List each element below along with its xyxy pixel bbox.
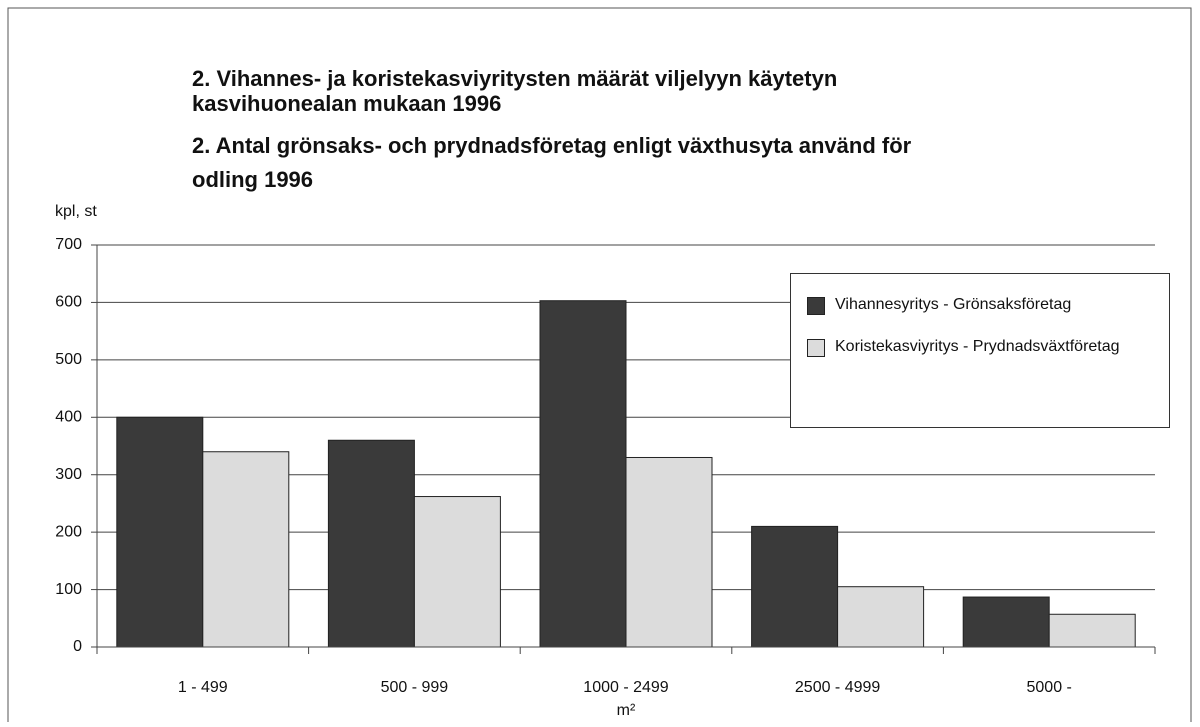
bar <box>751 525 839 648</box>
x-axis-label: m² <box>617 702 636 719</box>
x-tick-label: 500 - 999 <box>381 679 449 696</box>
bar <box>539 300 627 648</box>
legend-item: Koristekasviyritys - Prydnadsväxtföretag <box>807 334 1159 360</box>
x-tick-label: 2500 - 4999 <box>795 679 881 696</box>
legend-swatch <box>807 297 825 315</box>
frame <box>7 7 1192 727</box>
bar <box>413 496 501 648</box>
bar <box>1048 613 1136 648</box>
y-tick-label: 300 <box>55 466 82 483</box>
y-tick-label: 500 <box>55 351 82 368</box>
legend-item: Vihannesyritys - Grönsaksföretag <box>807 292 1159 318</box>
y-tick-label: 100 <box>55 581 82 598</box>
chart-title: kasvihuonealan mukaan 1996 <box>192 91 501 116</box>
bar <box>625 456 713 648</box>
legend-label: Koristekasviyritys - Prydnadsväxtföretag <box>835 338 1120 355</box>
y-tick-label: 400 <box>55 409 82 426</box>
legend-swatch <box>807 339 825 357</box>
bar <box>327 439 415 648</box>
bar <box>116 416 204 648</box>
y-tick-label: 700 <box>55 236 82 253</box>
legend: Vihannesyritys - Grönsaksföretag Koristek… <box>790 273 1170 428</box>
y-tick-label: 600 <box>55 294 82 311</box>
x-tick-label: 1000 - 2499 <box>583 679 669 696</box>
bar <box>202 451 290 648</box>
x-tick-label: 1 - 499 <box>178 679 228 696</box>
y-tick-label: 0 <box>73 638 82 655</box>
chart-title: 2. Vihannes- ja koristekasviyritysten mä… <box>192 66 837 91</box>
x-tick-label: 5000 - <box>1027 679 1072 696</box>
y-axis-label: kpl, st <box>55 203 97 220</box>
bar <box>962 596 1050 648</box>
chart-title: 2. Antal grönsaks- och prydnadsföretag e… <box>192 133 912 158</box>
legend-label: Vihannesyritys - Grönsaksföretag <box>835 296 1072 313</box>
chart-title: odling 1996 <box>192 167 313 192</box>
bar <box>837 586 925 648</box>
y-tick-label: 200 <box>55 523 82 540</box>
